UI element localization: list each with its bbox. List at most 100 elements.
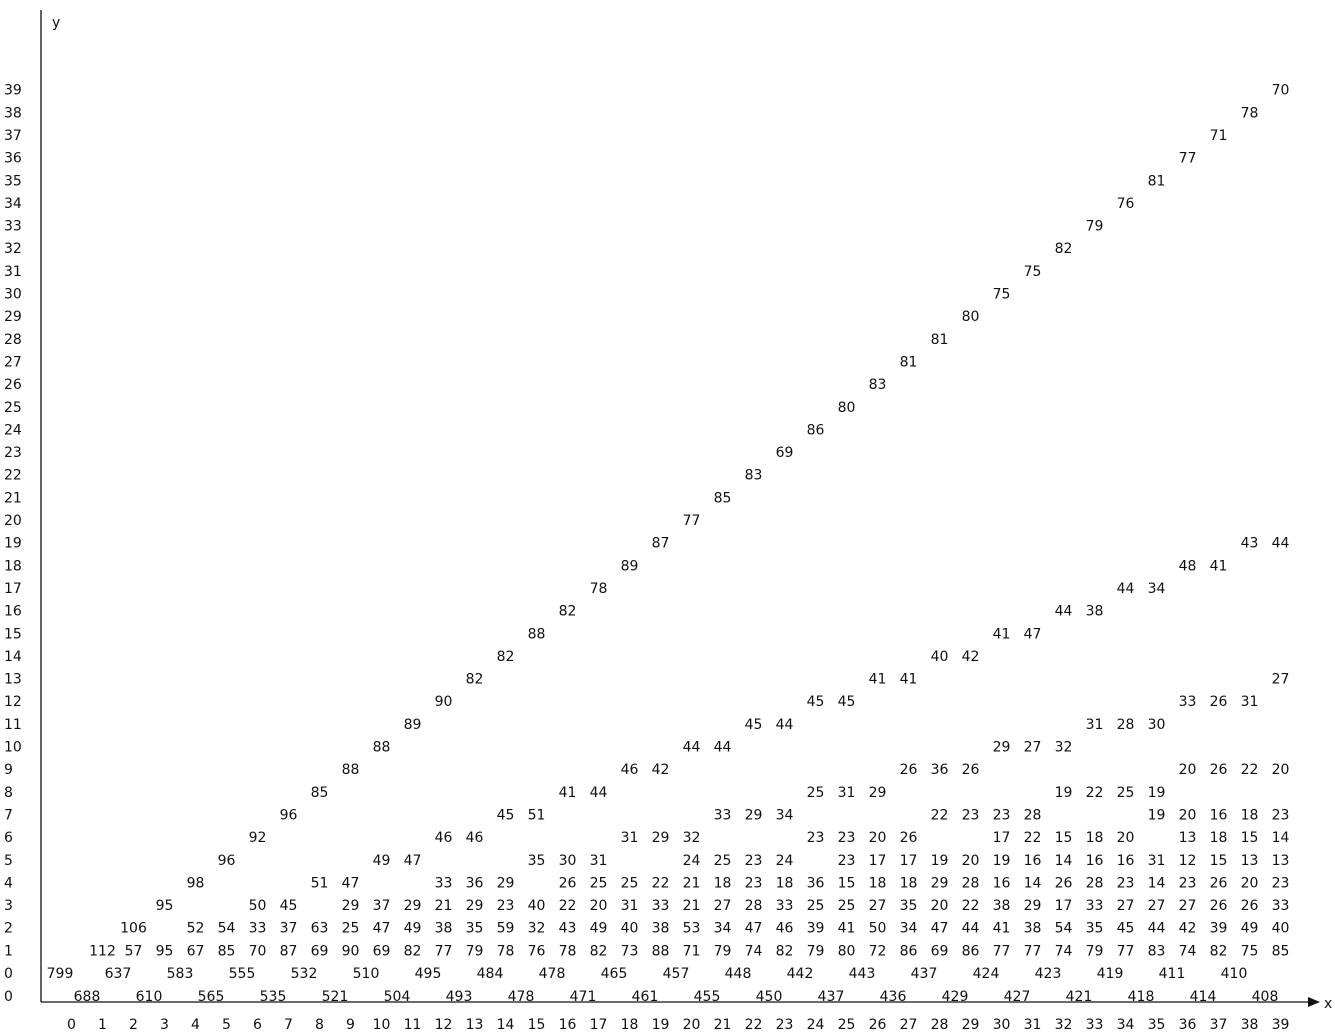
table-cell: 16 bbox=[1117, 853, 1135, 869]
table-cell: 51 bbox=[528, 807, 546, 823]
table-cell: 77 bbox=[435, 943, 453, 959]
table-cell: 54 bbox=[218, 921, 236, 937]
table-cell: 22 bbox=[931, 807, 949, 823]
table-cell: 31 bbox=[838, 785, 856, 801]
table-cell: 16 bbox=[993, 875, 1011, 891]
x-tick-label: 33 bbox=[1086, 1017, 1104, 1033]
y-tick-label: 22 bbox=[4, 468, 22, 484]
table-cell: 14 bbox=[1055, 853, 1073, 869]
table-cell: 37 bbox=[280, 921, 298, 937]
table-cell: 38 bbox=[435, 921, 453, 937]
table-cell: 18 bbox=[869, 875, 887, 891]
table-cell: 15 bbox=[1055, 830, 1073, 846]
table-cell: 47 bbox=[745, 921, 763, 937]
table-cell: 23 bbox=[962, 807, 980, 823]
table-cell: 37 bbox=[373, 898, 391, 914]
x-tick-label: 12 bbox=[435, 1017, 453, 1033]
x-tick-label: 22 bbox=[745, 1017, 763, 1033]
table-cell: 23 bbox=[745, 853, 763, 869]
table-cell: 44 bbox=[962, 921, 980, 937]
x-tick-label: 4 bbox=[191, 1017, 200, 1033]
table-cell: 14 bbox=[1272, 830, 1290, 846]
table-cell: 27 bbox=[714, 898, 732, 914]
row-y0-value: 410 bbox=[1221, 966, 1248, 982]
bottom-row-value: 436 bbox=[880, 989, 907, 1005]
y-tick-label: 7 bbox=[4, 807, 13, 823]
y-tick-label: 27 bbox=[4, 354, 22, 370]
table-cell: 23 bbox=[838, 853, 856, 869]
bottom-row-value: 437 bbox=[818, 989, 845, 1005]
table-cell: 28 bbox=[962, 875, 980, 891]
table-cell: 18 bbox=[714, 875, 732, 891]
y-tick-label: 25 bbox=[4, 400, 22, 416]
y-tick-label: 5 bbox=[4, 853, 13, 869]
y-tick-label: 3 bbox=[4, 898, 13, 914]
row-y0-value: 443 bbox=[849, 966, 876, 982]
table-cell: 41 bbox=[900, 672, 918, 688]
x-tick-label: 21 bbox=[714, 1017, 732, 1033]
table-cell: 112 bbox=[89, 943, 116, 959]
x-tick-label: 8 bbox=[315, 1017, 324, 1033]
table-cell: 26 bbox=[900, 762, 918, 778]
bottom-row-value: 493 bbox=[446, 989, 473, 1005]
table-cell: 35 bbox=[900, 898, 918, 914]
table-cell: 49 bbox=[373, 853, 391, 869]
table-cell: 20 bbox=[590, 898, 608, 914]
table-cell: 78 bbox=[1241, 105, 1259, 121]
table-cell: 33 bbox=[776, 898, 794, 914]
table-cell: 75 bbox=[993, 287, 1011, 303]
table-cell: 33 bbox=[1179, 694, 1197, 710]
x-tick-label: 25 bbox=[838, 1017, 856, 1033]
y-tick-label: 2 bbox=[4, 921, 13, 937]
table-cell: 79 bbox=[1086, 219, 1104, 235]
table-cell: 57 bbox=[125, 943, 143, 959]
x-tick-label: 1 bbox=[98, 1017, 107, 1033]
table-cell: 23 bbox=[993, 807, 1011, 823]
table-cell: 23 bbox=[1179, 875, 1197, 891]
bottom-row-value: 688 bbox=[74, 989, 101, 1005]
bottom-row-value: 610 bbox=[136, 989, 163, 1005]
table-cell: 28 bbox=[1117, 717, 1135, 733]
table-cell: 23 bbox=[1272, 807, 1290, 823]
y-tick-label: 8 bbox=[4, 785, 13, 801]
table-cell: 86 bbox=[900, 943, 918, 959]
y-tick-label: 18 bbox=[4, 558, 22, 574]
x-tick-label: 13 bbox=[466, 1017, 484, 1033]
table-cell: 34 bbox=[1148, 581, 1166, 597]
table-cell: 35 bbox=[466, 921, 484, 937]
table-cell: 23 bbox=[838, 830, 856, 846]
table-cell: 34 bbox=[714, 921, 732, 937]
table-cell: 30 bbox=[559, 853, 577, 869]
y-tick-label: 0 bbox=[4, 966, 13, 982]
x-tick-label: 28 bbox=[931, 1017, 949, 1033]
table-cell: 98 bbox=[187, 875, 205, 891]
y-tick-label: 17 bbox=[4, 581, 22, 597]
table-cell: 78 bbox=[559, 943, 577, 959]
table-cell: 32 bbox=[1055, 740, 1073, 756]
table-cell: 44 bbox=[683, 740, 701, 756]
table-cell: 50 bbox=[249, 898, 267, 914]
table-cell: 19 bbox=[1148, 807, 1166, 823]
table-cell: 80 bbox=[838, 943, 856, 959]
y-tick-label: 23 bbox=[4, 445, 22, 461]
y-tick-label: 31 bbox=[4, 264, 22, 280]
table-cell: 44 bbox=[776, 717, 794, 733]
x-tick-label: 39 bbox=[1272, 1017, 1290, 1033]
table-cell: 44 bbox=[1117, 581, 1135, 597]
table-cell: 14 bbox=[1024, 875, 1042, 891]
table-cell: 26 bbox=[1210, 875, 1228, 891]
x-tick-label: 0 bbox=[67, 1017, 76, 1033]
row-y0-value: 799 bbox=[47, 966, 74, 982]
table-cell: 29 bbox=[497, 875, 515, 891]
table-cell: 78 bbox=[497, 943, 515, 959]
table-cell: 47 bbox=[931, 921, 949, 937]
table-cell: 31 bbox=[1086, 717, 1104, 733]
bottom-row-value: 427 bbox=[1004, 989, 1031, 1005]
x-tick-label: 6 bbox=[253, 1017, 262, 1033]
table-cell: 31 bbox=[621, 898, 639, 914]
y-tick-label: 10 bbox=[4, 740, 22, 756]
table-cell: 33 bbox=[435, 875, 453, 891]
table-cell: 79 bbox=[807, 943, 825, 959]
table-cell: 19 bbox=[1148, 785, 1166, 801]
table-cell: 41 bbox=[993, 921, 1011, 937]
